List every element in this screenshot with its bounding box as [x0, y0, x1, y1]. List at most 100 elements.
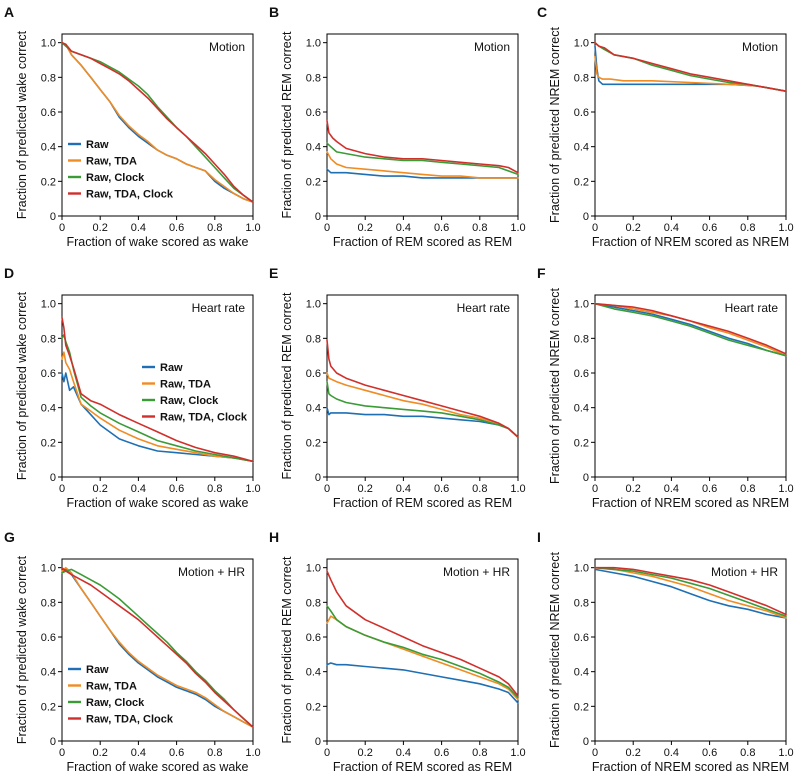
series-line-raw-tda-clock [326, 119, 519, 174]
series-line-raw-tda-clock [61, 566, 254, 728]
y-tick-label: 0.6 [574, 632, 589, 644]
y-tick-label: 0.4 [306, 403, 321, 415]
panel-e: 0 0.2 0.4 0.6 0.8 1.000.20.40.60.81.0Fraction… [269, 265, 526, 510]
x-axis-label: Fraction of wake scored as wake [66, 760, 248, 774]
y-axis-label: Fraction of predicted REM correct [280, 556, 294, 743]
legend-label: Raw, TDA, Clock [160, 412, 248, 424]
series-line-raw-clock [326, 142, 519, 176]
y-axis-label: Fraction of predicted REM correct [280, 31, 294, 218]
series-line-raw [326, 168, 519, 179]
y-tick-label: 0.8 [306, 333, 321, 345]
x-tick-label: 0.8 [207, 222, 222, 234]
x-axis-label: Fraction of NREM scored as NREM [592, 235, 789, 249]
y-tick-label: 0 [315, 736, 321, 748]
x-tick-label: 0.4 [664, 222, 679, 234]
y-tick-label: 0 [50, 472, 56, 484]
series-line-raw-tda [326, 615, 519, 701]
y-tick-label: 1.0 [41, 299, 56, 311]
y-axis-label: Fraction of predicted REM correct [280, 292, 294, 479]
x-tick-label: 1.0 [245, 747, 260, 759]
series-line-raw [61, 372, 254, 463]
x-tick-label: 0.4 [396, 222, 411, 234]
x-axis-label: Fraction of REM scored as REM [333, 496, 512, 510]
y-tick-label: 0.4 [41, 403, 56, 415]
x-tick-label: 0.4 [396, 483, 411, 495]
plot-frame [61, 33, 254, 217]
y-tick-label: 0.8 [574, 597, 589, 609]
y-tick-label: 0.4 [306, 142, 321, 154]
series-line-raw-tda-clock [594, 302, 787, 355]
series-line-raw-clock [61, 568, 254, 728]
y-axis-label: Fraction of predicted wake correct [15, 555, 29, 744]
series-line-raw [594, 568, 787, 619]
y-tick-label: 1.0 [41, 38, 56, 50]
series-line-raw-clock [326, 380, 519, 438]
x-tick-label: 0.8 [472, 747, 487, 759]
x-tick-label: 0.2 [93, 222, 108, 234]
series-line-raw-tda [61, 566, 254, 728]
x-tick-label: 0.4 [131, 483, 146, 495]
x-axis-label: Fraction of NREM scored as NREM [592, 496, 789, 510]
panel-letter: A [4, 4, 14, 20]
panel-g: 0 0.2 0.4 0.6 0.8 1.000.20.40.60.81.0Fraction… [4, 529, 261, 774]
series-line-raw-tda-clock [594, 566, 787, 616]
plot-frame [326, 558, 519, 742]
legend-label: Raw, TDA [86, 156, 137, 168]
y-tick-label: 0.8 [41, 333, 56, 345]
x-tick-label: 0 [592, 747, 598, 759]
panel-title: Motion [209, 40, 245, 54]
legend-label: Raw, TDA [86, 681, 137, 693]
series-line-raw [326, 662, 519, 704]
panel-letter: F [537, 265, 546, 281]
x-tick-label: 0.8 [472, 483, 487, 495]
y-tick-label: 0.2 [574, 701, 589, 713]
x-tick-label: 0 [59, 222, 65, 234]
y-tick-label: 0.8 [41, 597, 56, 609]
plot-frame [61, 558, 254, 742]
plot-frame [594, 33, 787, 217]
panel-a: 0 0.2 0.4 0.6 0.8 1.000.20.40.60.81.0Fraction… [4, 4, 261, 249]
legend: Raw Raw, TDA Raw, Clock Raw, TDA, Clock [68, 664, 174, 726]
y-tick-label: 1.0 [41, 563, 56, 575]
x-tick-label: 0.4 [664, 747, 679, 759]
legend-label: Raw [160, 362, 183, 374]
x-tick-label: 0.6 [434, 222, 449, 234]
x-tick-label: 1.0 [510, 483, 525, 495]
plot-frame [326, 33, 519, 217]
x-tick-label: 0.6 [169, 483, 184, 495]
y-tick-label: 0 [583, 472, 589, 484]
y-tick-label: 0.6 [306, 107, 321, 119]
y-axis-label: Fraction of predicted NREM correct [548, 288, 562, 484]
y-tick-label: 0.2 [306, 437, 321, 449]
panel-title: Motion + HR [443, 565, 510, 579]
legend-label: Raw, Clock [160, 395, 219, 407]
x-tick-label: 1.0 [778, 222, 793, 234]
legend-label: Raw, TDA, Clock [86, 189, 174, 201]
y-tick-label: 0.6 [306, 632, 321, 644]
panel-letter: H [269, 529, 279, 545]
series-line-raw-tda-clock [326, 570, 519, 697]
series-line-raw [594, 302, 787, 357]
x-tick-label: 0.2 [626, 747, 641, 759]
x-tick-label: 0.4 [664, 483, 679, 495]
y-tick-label: 0 [50, 736, 56, 748]
x-axis-label: Fraction of wake scored as wake [66, 496, 248, 510]
y-tick-label: 1.0 [574, 38, 589, 50]
x-tick-label: 0.2 [626, 483, 641, 495]
x-axis-label: Fraction of REM scored as REM [333, 760, 512, 774]
series-line-raw-clock [326, 604, 519, 699]
x-axis-label: Fraction of NREM scored as NREM [592, 760, 789, 774]
panel-d: 0 0.2 0.4 0.6 0.8 1.000.20.40.60.81.0Fraction… [4, 265, 261, 510]
legend: Raw Raw, TDA Raw, Clock Raw, TDA, Clock [142, 362, 248, 424]
y-axis-label: Fraction of predicted NREM correct [548, 552, 562, 748]
y-axis-label: Fraction of predicted wake correct [15, 30, 29, 219]
y-tick-label: 0.4 [574, 403, 589, 415]
x-tick-label: 0.8 [472, 222, 487, 234]
legend-label: Raw, Clock [86, 172, 145, 184]
panel-c: 0 0.2 0.4 0.6 0.8 1.000.20.40.60.81.0Fraction… [537, 4, 794, 249]
x-tick-label: 0 [592, 222, 598, 234]
y-tick-label: 1.0 [306, 299, 321, 311]
panel-letter: C [537, 4, 547, 20]
x-tick-label: 0 [324, 483, 330, 495]
